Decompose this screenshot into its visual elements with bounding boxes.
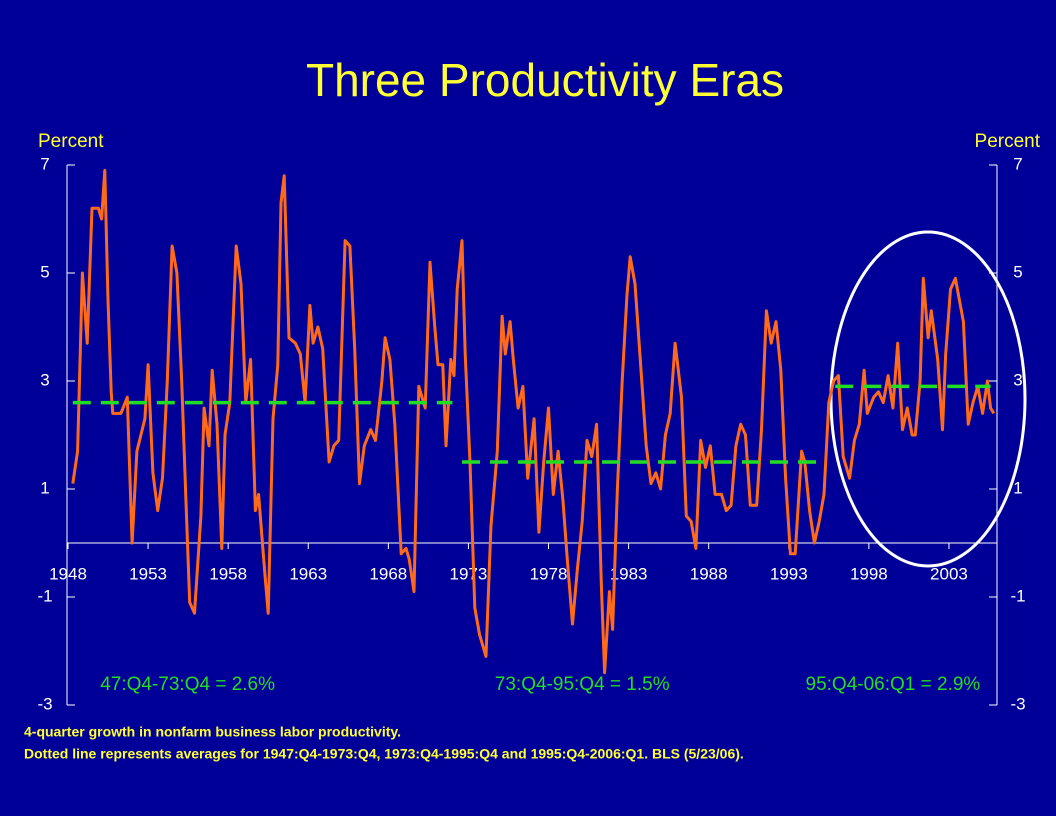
x-tick-label: 1968 (369, 564, 407, 583)
y2-tick-label: -3 (1010, 694, 1025, 713)
y2-tick-label: 1 (1013, 478, 1022, 497)
y2-axis-title: Percent (975, 131, 1041, 152)
x-tick-label: 1973 (450, 564, 488, 583)
y-tick-label: 7 (40, 154, 49, 173)
x-tick-label: 1953 (129, 564, 167, 583)
x-tick-label: 1998 (850, 564, 888, 583)
y2-tick-label: -1 (1010, 586, 1025, 605)
y-tick-label: -1 (37, 586, 52, 605)
y-tick-label: 3 (40, 370, 49, 389)
average-label: 95:Q4-06:Q1 = 2.9% (806, 674, 981, 695)
y-tick-label: 5 (40, 262, 49, 281)
data-line (71, 168, 996, 675)
average-label: 73:Q4-95:Q4 = 1.5% (495, 674, 670, 695)
x-tick-label: 1988 (690, 564, 728, 583)
footnote: 4-quarter growth in nonfarm business lab… (24, 724, 401, 740)
x-tick-label: 1993 (770, 564, 808, 583)
average-label: 47:Q4-73:Q4 = 2.6% (100, 674, 275, 695)
y-tick-label: -3 (37, 694, 52, 713)
y2-tick-label: 7 (1013, 154, 1022, 173)
y2-tick-label: 5 (1013, 262, 1022, 281)
x-tick-label: 1963 (289, 564, 327, 583)
x-tick-label: 2003 (930, 564, 968, 583)
y-tick-label: 1 (40, 478, 49, 497)
chart-title: Three Productivity Eras (306, 54, 784, 106)
x-tick-label: 1948 (49, 564, 87, 583)
x-tick-label: 1983 (610, 564, 648, 583)
x-tick-label: 1978 (530, 564, 568, 583)
y-axis-title: Percent (38, 131, 104, 152)
x-tick-label: 1958 (209, 564, 247, 583)
y2-tick-label: 3 (1013, 370, 1022, 389)
footnote: Dotted line represents averages for 1947… (24, 746, 744, 762)
